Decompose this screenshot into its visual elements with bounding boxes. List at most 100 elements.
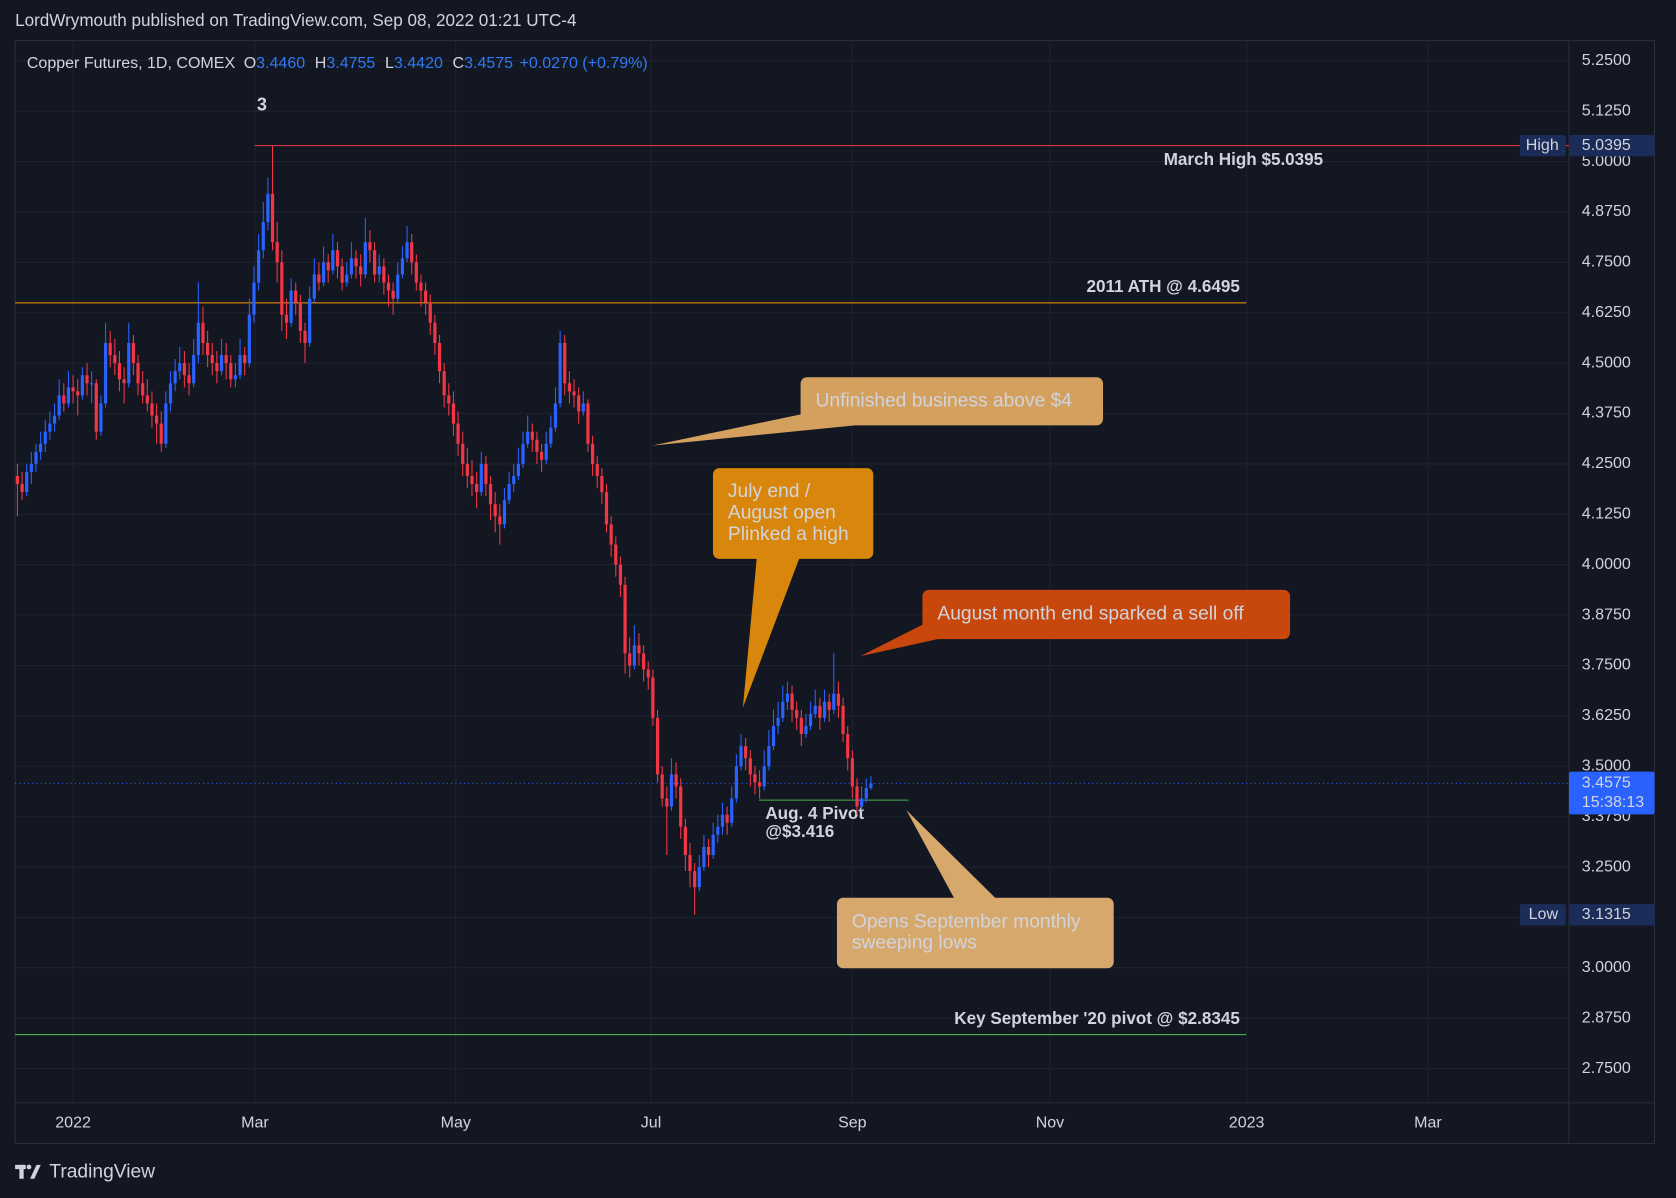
candle-body	[563, 342, 567, 384]
candle-body	[762, 766, 766, 787]
candle-body	[776, 717, 780, 726]
candle-body	[808, 713, 813, 726]
candle-body	[502, 500, 507, 525]
callout-box	[800, 377, 1104, 426]
candle-body	[600, 476, 604, 493]
candle-body	[400, 258, 405, 275]
candle-body	[219, 355, 224, 372]
candle-body	[34, 451, 38, 464]
candle-body	[739, 746, 743, 767]
candle-body	[238, 355, 242, 376]
candle-body	[48, 423, 52, 432]
callout-text: sweeping lows	[852, 933, 977, 954]
y-tick-label: 4.1250	[1582, 505, 1631, 523]
candle-body	[725, 814, 729, 823]
candle-body	[475, 484, 479, 493]
legend-value: 3.4755	[326, 54, 375, 72]
candle-body	[869, 783, 873, 789]
candle-body	[470, 476, 474, 485]
candle-body	[456, 423, 460, 444]
callout-box	[922, 589, 1291, 640]
candle-body	[20, 484, 24, 493]
legend-key: C	[453, 54, 465, 72]
candle-body	[827, 701, 831, 710]
x-tick-label: Mar	[1414, 1113, 1442, 1131]
legend-symbol: Copper Futures, 1D, COMEX	[27, 54, 236, 72]
candle-body	[428, 302, 432, 323]
y-tick-label: 4.0000	[1582, 555, 1631, 573]
candle-body	[312, 274, 316, 299]
header: LordWrymouth published on TradingView.co…	[15, 11, 576, 30]
candle-body	[461, 443, 465, 464]
y-tick-label: 5.2500	[1582, 51, 1631, 69]
candle-body	[113, 355, 117, 364]
candle-body	[498, 516, 502, 525]
candle-body	[414, 262, 418, 283]
candle-body	[655, 717, 660, 775]
candle-body	[539, 451, 544, 460]
candle-body	[354, 258, 358, 267]
candle-body	[790, 693, 794, 710]
legend: Copper Futures, 1D, COMEX O3.4460 H3.4755 L…	[27, 54, 648, 72]
y-tick-label: 4.7500	[1582, 253, 1631, 271]
candle-body	[94, 383, 98, 432]
candle-body	[488, 484, 493, 505]
candle-body	[90, 383, 94, 385]
low-value-badge	[1568, 904, 1655, 926]
y-tick-label: 4.8750	[1582, 202, 1631, 220]
candle-body	[233, 375, 238, 380]
candle-body	[706, 846, 711, 855]
candle-body	[822, 701, 827, 718]
candle-body	[521, 443, 525, 464]
candle-body	[730, 798, 734, 823]
x-tick-label: Jul	[641, 1113, 661, 1131]
countdown: 15:38:13	[1582, 793, 1644, 811]
candle-body	[493, 504, 497, 517]
y-tick-label: 4.6250	[1582, 303, 1631, 321]
candle-body	[108, 342, 112, 356]
candle-body	[247, 314, 251, 364]
candle-body	[257, 250, 261, 283]
candle-body	[651, 677, 655, 718]
candle-body	[507, 484, 511, 501]
candle-body	[850, 758, 854, 787]
candle-body	[154, 415, 159, 424]
candle-body	[846, 734, 850, 759]
candle-body	[535, 439, 539, 452]
candle-body	[841, 705, 845, 735]
level-label: 2011 ATH @ 4.6495	[1086, 277, 1240, 296]
candle-body	[284, 314, 289, 323]
y-tick-label: 2.7500	[1582, 1059, 1631, 1077]
candle-body	[785, 693, 790, 702]
candle-body	[117, 363, 122, 380]
candle-body	[604, 492, 609, 525]
candle-body	[308, 298, 312, 343]
candle-body	[164, 403, 168, 444]
candle-body	[836, 693, 841, 706]
candle-body	[781, 701, 785, 718]
low-value: 3.1315	[1582, 905, 1631, 923]
candle-body	[549, 427, 553, 444]
y-tick-label: 4.2500	[1582, 454, 1631, 472]
candle-body	[145, 395, 149, 404]
level-label: Key September '20 pivot @ $2.8345	[954, 1009, 1240, 1028]
candle-body	[294, 290, 298, 303]
candle-body	[558, 342, 562, 404]
callout-text: August month end sparked a sell off	[937, 604, 1244, 625]
candle-body	[693, 871, 697, 888]
candle-body	[442, 371, 446, 396]
level-label: March High $5.0395	[1164, 150, 1324, 169]
candle-body	[623, 584, 627, 654]
candle-body	[864, 788, 868, 799]
candle-body	[526, 431, 530, 444]
candle-body	[43, 431, 47, 444]
candle-body	[748, 758, 752, 775]
callout-text: Unfinished business above $4	[816, 390, 1073, 411]
candle-body	[516, 463, 520, 477]
level-label: Aug. 4 Pivot	[765, 804, 864, 823]
x-tick-label: Sep	[838, 1113, 867, 1131]
candle-body	[771, 725, 776, 747]
candle-body	[150, 403, 154, 416]
candle-body	[71, 387, 75, 392]
y-tick-label: 2.8750	[1582, 1008, 1631, 1026]
